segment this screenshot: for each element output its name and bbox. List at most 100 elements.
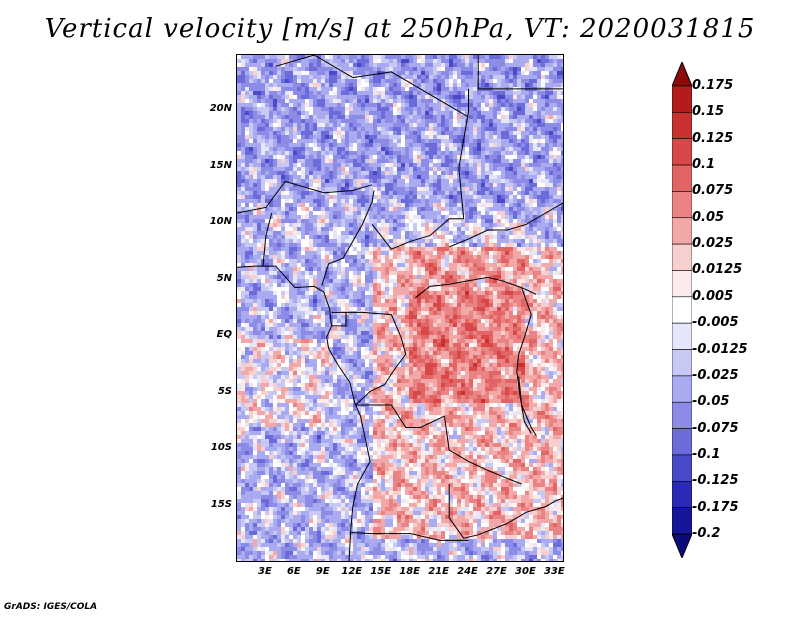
field-cell (537, 191, 541, 195)
field-cell (397, 227, 401, 231)
field-cell (385, 95, 389, 99)
field-cell (537, 111, 541, 115)
field-cell (469, 139, 473, 143)
field-cell (465, 179, 469, 183)
field-cell (321, 203, 325, 207)
field-cell (257, 95, 261, 99)
field-cell (537, 183, 541, 187)
field-cell (337, 215, 341, 219)
field-cell (361, 219, 365, 223)
field-cell (413, 203, 417, 207)
field-cell (545, 123, 549, 127)
field-cell (317, 279, 321, 283)
field-cell (285, 283, 289, 287)
field-cell (425, 163, 429, 167)
field-cell (537, 167, 541, 171)
field-cell (265, 267, 269, 271)
field-cell (533, 235, 537, 239)
field-cell (333, 211, 337, 215)
field-cell (501, 247, 505, 251)
field-cell (473, 295, 477, 299)
field-cell (321, 255, 325, 259)
field-cell (325, 211, 329, 215)
field-cell (557, 139, 561, 143)
field-cell (325, 159, 329, 163)
field-cell (557, 231, 561, 235)
field-cell (465, 255, 469, 259)
field-cell (329, 283, 333, 287)
field-cell (541, 115, 545, 119)
field-cell (417, 83, 421, 87)
field-cell (321, 215, 325, 219)
field-cell (297, 95, 301, 99)
field-cell (273, 227, 277, 231)
field-cell (541, 175, 545, 179)
field-cell (501, 259, 505, 263)
field-cell (509, 295, 513, 299)
field-cell (341, 187, 345, 191)
field-cell (349, 63, 353, 67)
field-cell (337, 107, 341, 111)
field-cell (293, 175, 297, 179)
field-cell (389, 143, 393, 147)
field-cell (397, 223, 401, 227)
field-cell (245, 211, 249, 215)
field-cell (425, 87, 429, 91)
field-cell (245, 251, 249, 255)
field-cell (293, 227, 297, 231)
field-cell (261, 279, 265, 283)
field-cell (249, 59, 253, 63)
field-cell (373, 243, 377, 247)
field-cell (361, 183, 365, 187)
field-cell (381, 187, 385, 191)
field-cell (457, 199, 461, 203)
field-cell (481, 175, 485, 179)
field-cell (237, 243, 241, 247)
field-cell (253, 283, 257, 287)
field-cell (273, 147, 277, 151)
field-cell (413, 63, 417, 67)
field-cell (257, 195, 261, 199)
field-cell (553, 279, 557, 283)
field-cell (481, 203, 485, 207)
field-cell (485, 187, 489, 191)
field-cell (349, 195, 353, 199)
field-cell (485, 175, 489, 179)
field-cell (393, 163, 397, 167)
field-cell (345, 147, 349, 151)
field-cell (557, 135, 561, 139)
field-cell (313, 187, 317, 191)
field-cell (361, 75, 365, 79)
field-cell (285, 147, 289, 151)
field-cell (313, 171, 317, 175)
field-cell (341, 291, 345, 295)
field-cell (497, 163, 501, 167)
field-cell (497, 279, 501, 283)
field-cell (493, 75, 497, 79)
field-cell (545, 119, 549, 123)
field-cell (549, 203, 553, 207)
field-cell (393, 203, 397, 207)
field-cell (521, 267, 525, 271)
field-cell (481, 59, 485, 63)
field-cell (377, 255, 381, 259)
field-cell (345, 207, 349, 211)
field-cell (261, 211, 265, 215)
field-cell (245, 287, 249, 291)
field-cell (505, 131, 509, 135)
field-cell (489, 159, 493, 163)
field-cell (393, 243, 397, 247)
field-cell (473, 147, 477, 151)
field-cell (349, 247, 353, 251)
field-cell (541, 75, 545, 79)
field-cell (513, 107, 517, 111)
field-cell (273, 291, 277, 295)
field-cell (449, 295, 453, 299)
field-cell (397, 163, 401, 167)
field-cell (249, 215, 253, 219)
field-cell (277, 255, 281, 259)
field-cell (413, 91, 417, 95)
field-cell (465, 263, 469, 267)
field-cell (509, 115, 513, 119)
field-cell (317, 179, 321, 183)
